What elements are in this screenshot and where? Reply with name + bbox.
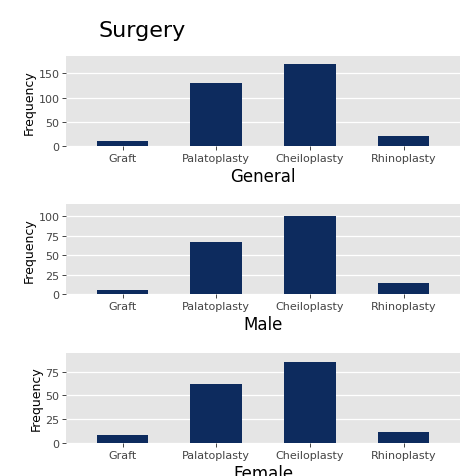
Bar [284,217,336,295]
X-axis label: General: General [230,168,296,186]
Bar [191,84,242,147]
Bar [97,291,148,295]
Bar [378,284,429,295]
Bar [97,435,148,443]
Y-axis label: Frequency: Frequency [23,218,36,282]
Y-axis label: Frequency: Frequency [23,69,36,134]
Bar [191,242,242,295]
X-axis label: Female: Female [233,464,293,476]
Bar [191,384,242,443]
Y-axis label: Frequency: Frequency [29,366,43,430]
Bar [378,432,429,443]
Bar [284,64,336,147]
Text: Surgery: Surgery [99,21,186,41]
X-axis label: Male: Male [243,316,283,334]
Bar [284,362,336,443]
Bar [378,137,429,147]
Bar [97,142,148,147]
